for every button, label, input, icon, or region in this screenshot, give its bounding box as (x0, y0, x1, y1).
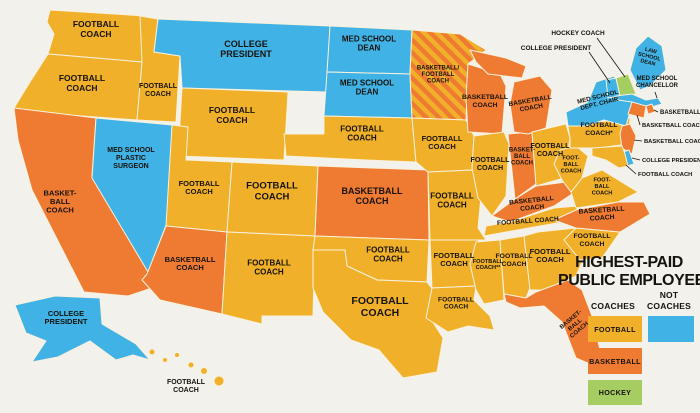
state-HI-island-1 (148, 348, 156, 356)
callout-label-NH: HOCKEY COACH (551, 30, 605, 37)
state-label-ND: MED SCHOOL DEAN (342, 35, 396, 53)
state-label-WV: FOOT-BALL COACH (561, 156, 582, 175)
state-label-VA: FOOT-BALL COACH (592, 178, 613, 197)
state-label-OH: FOOTBALL COACH (530, 141, 570, 158)
callout-label-NJ: BASKETBALL COACH (644, 139, 700, 145)
state-MI-upper-peninsula (469, 49, 527, 79)
state-NC (553, 201, 651, 233)
callout-line-VT (588, 51, 611, 84)
callout-line-NJ (633, 139, 643, 142)
state-NH (615, 73, 637, 97)
state-NM (221, 231, 316, 325)
state-label-AZ: BASKETBALL COACH (165, 255, 216, 272)
state-RI (645, 103, 656, 115)
callout-label-MA: MED SCHOOL CHANCELLOR (636, 76, 679, 89)
callout-line-RI (653, 109, 659, 113)
state-HI-island-5 (200, 367, 208, 375)
state-label-ID: FOOTBALL COACH (139, 83, 178, 98)
state-label-ME: LAWSCHOOLDEAN (636, 45, 663, 68)
state-TX (312, 249, 444, 379)
state-label-UT: FOOTBALL COACH (179, 179, 220, 196)
state-CT (627, 101, 647, 119)
state-label-MS: FOOTBALL COACH** (473, 259, 504, 271)
state-label-NV: MED SCHOOL PLASTIC SURGEON (107, 147, 155, 170)
state-label-TN: FOOTBALL COACH (497, 216, 559, 227)
state-label-NE: FOOTBALL COACH (340, 125, 384, 143)
state-MD (591, 145, 629, 169)
state-label-WY: FOOTBALL COACH (209, 105, 255, 125)
state-label-OR: FOOTBALL COACH (59, 73, 105, 93)
state-label-MN: BASKETBALL/FOOTBALL COACH (417, 65, 460, 84)
state-label-NM: FOOTBALL COACH (247, 259, 291, 277)
state-IL (471, 131, 510, 217)
callout-label-CT: BASKETBALL COACH (642, 123, 700, 129)
state-ME (629, 35, 667, 91)
state-label-SD: MED SCHOOL DEAN (340, 79, 394, 97)
callout-line-NH (596, 37, 626, 78)
state-LA (425, 285, 495, 333)
state-label-AK: COLLEGE PRESIDENT (45, 309, 88, 326)
callout-line-MA (654, 91, 658, 99)
state-label-TX: FOOTBALL COACH (351, 295, 409, 319)
state-label-WA: FOOTBALL COACH (73, 19, 119, 39)
callout-line-DE (631, 157, 641, 161)
state-label-AL: FOOTBALL COACH (496, 253, 533, 268)
state-HI-island-2 (162, 357, 168, 363)
state-label-KS: BASKETBALL COACH (342, 186, 403, 206)
state-label-IL: FOOTBALL COACH (470, 155, 510, 172)
state-label-CO: FOOTBALL COACH (246, 181, 298, 203)
state-label-MO: FOOTBALL COACH (430, 192, 474, 210)
state-label-IA: FOOTBALL COACH (422, 134, 463, 151)
callout-line-MD (625, 164, 637, 175)
state-HI-island-3 (174, 352, 180, 358)
state-label-IN: BASKET-BALL COACH (509, 147, 535, 166)
state-label-CA: BASKET-BALL COACH (44, 189, 77, 215)
callout-label-RI: BASKETBALL (660, 110, 700, 116)
callout-label-VT: COLLEGE PRESIDENT (521, 45, 591, 52)
callout-line-CT (636, 114, 641, 126)
state-NJ (619, 123, 637, 155)
state-label-AR: FOOTBALL COACH (434, 251, 475, 268)
state-label-WI: BASKETBALL COACH (462, 94, 508, 109)
state-AK (14, 295, 151, 363)
state-label-GA: FOOTBALL COACH (530, 247, 571, 264)
callout-label-DE: COLLEGE PRESIDENT (642, 158, 700, 164)
state-label-OK: FOOTBALL COACH (366, 246, 410, 264)
state-HI-island-4 (187, 361, 195, 369)
callout-label-MD: FOOTBALL COACH (638, 172, 692, 178)
state-label-MT: COLLEGE PRESIDENT (220, 39, 272, 59)
state-HI-island-6 (213, 375, 225, 387)
state-label-PA: FOOTBALL COACH* (581, 122, 618, 137)
state-label-KY: BASKETBALLCOACH (509, 195, 555, 214)
state-label-SC: FOOTBALL COACH (574, 233, 611, 248)
state-label-LA: FOOTBALL COACH (438, 296, 474, 310)
state-label-NC: BASKETBALLCOACH (578, 206, 625, 224)
state-label-HI: FOOTBALL COACH (167, 379, 206, 394)
